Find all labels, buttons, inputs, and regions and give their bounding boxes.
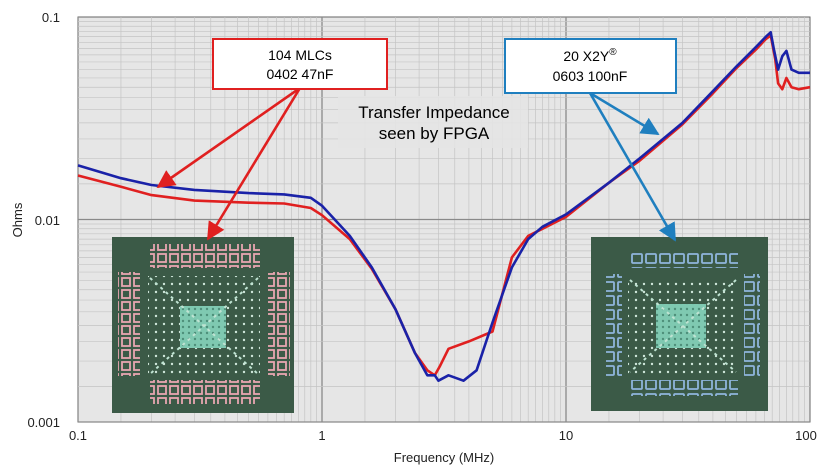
x-tick-labels: 0.1 1 10 100 <box>69 428 817 443</box>
board-photo-mlc <box>112 237 294 413</box>
series-layer <box>77 30 811 382</box>
chart-title-line-1: Transfer Impedance <box>358 103 510 122</box>
title-background <box>338 96 528 148</box>
red-arrow-to-board <box>206 87 302 241</box>
red-arrows <box>156 86 302 241</box>
annotation-x2y-line-1: 20 X2Y® <box>563 47 617 64</box>
x-axis-label: Frequency (MHz) <box>394 450 494 465</box>
board-photo-x2y <box>591 237 768 411</box>
x-tick-label: 0.1 <box>69 428 87 443</box>
annotation-mlc-line-2: 0402 47nF <box>267 66 334 82</box>
annotation-box-mlc: 104 MLCs 0402 47nF <box>212 38 388 90</box>
annotation-mlc-line-1: 104 MLCs <box>268 47 332 63</box>
y-tick-labels: 0.1 0.01 0.001 <box>27 10 60 430</box>
chart-title-line-2: seen by FPGA <box>379 124 490 143</box>
x-tick-label: 1 <box>318 428 325 443</box>
blue-arrow-to-board <box>588 92 677 242</box>
y-tick-label: 0.01 <box>35 213 60 228</box>
y-tick-label: 0.001 <box>27 415 60 430</box>
x-tick-label: 100 <box>795 428 817 443</box>
red-arrow-to-curve <box>156 86 301 189</box>
y-axis-label: Ohms <box>10 202 25 237</box>
annotation-x2y-text: 20 X2Y <box>563 48 610 64</box>
series-line-x2y <box>77 30 810 382</box>
annotation-box-x2y: 20 X2Y® 0603 100nF <box>504 38 677 94</box>
registered-mark: ® <box>609 47 617 58</box>
x-tick-label: 10 <box>559 428 573 443</box>
blue-arrows <box>588 91 677 242</box>
blue-arrow-to-curve <box>589 91 660 136</box>
annotation-x2y-line-2: 0603 100nF <box>553 68 628 84</box>
y-tick-label: 0.1 <box>42 10 60 25</box>
